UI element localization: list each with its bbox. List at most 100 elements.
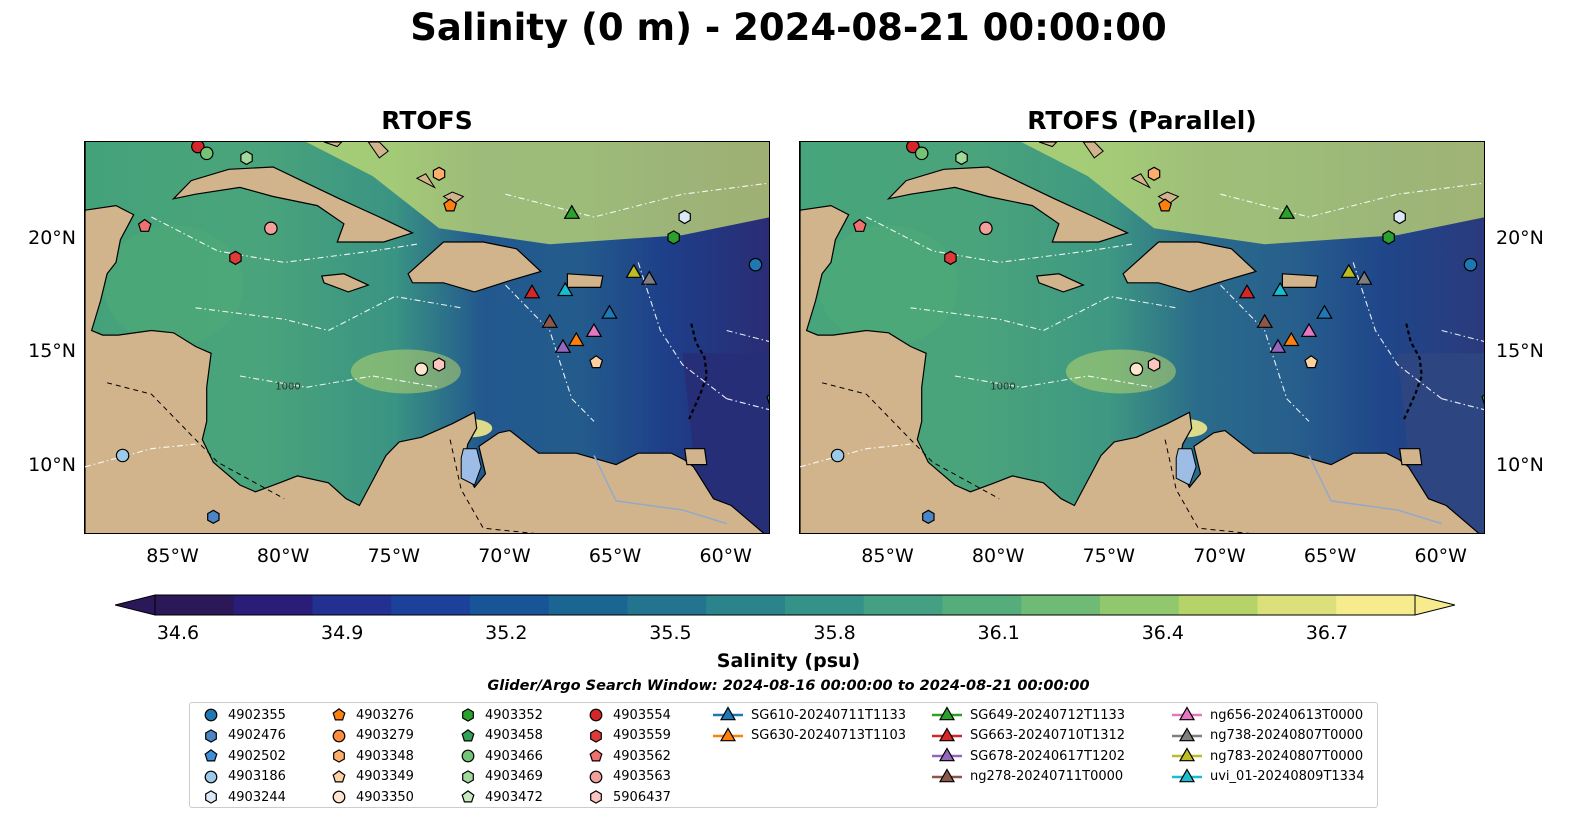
legend-marker xyxy=(205,790,217,805)
obs-marker-SG678-20240617T1202 xyxy=(554,338,572,353)
legend-marker xyxy=(938,768,956,783)
legend-label: 4902476 xyxy=(228,728,286,744)
legend-marker xyxy=(461,728,475,742)
panel-title-rtofs: RTOFS xyxy=(381,106,473,135)
colorbar-extend-high xyxy=(1414,594,1455,616)
obs-marker-ng656-20240613T0000 xyxy=(585,322,603,337)
legend-entry-4903466: 4903466 xyxy=(457,746,543,766)
legend-entry-4903562: 4903562 xyxy=(585,746,671,766)
land-trinidad xyxy=(684,448,708,466)
lake-maracaibo xyxy=(460,448,482,486)
colorbar-band xyxy=(1100,595,1180,615)
legend-marker xyxy=(719,706,737,721)
legend-entry-4902476: 4902476 xyxy=(200,726,286,746)
land-cuba xyxy=(886,166,1130,243)
salinity-eddy xyxy=(350,349,461,394)
land-bahamas-1 xyxy=(367,142,389,159)
obs-marker-4903458 xyxy=(1481,394,1484,405)
legend-label: 4903559 xyxy=(613,728,671,744)
obs-marker-4903352 xyxy=(667,230,680,245)
hexagon-marker-icon xyxy=(462,708,474,722)
obs-marker-4902476 xyxy=(922,509,935,524)
eez-boundary-0 xyxy=(151,216,417,263)
river xyxy=(1308,455,1442,525)
triangle-marker-icon xyxy=(932,768,962,783)
lat-tick-label-right: 10°N xyxy=(1496,453,1544,476)
circle-marker-icon xyxy=(589,770,603,784)
legend-label: 4902355 xyxy=(228,707,286,723)
legend-entry-SG678-20240617T1202: SG678-20240617T1202 xyxy=(930,746,1125,766)
obs-marker-5906437 xyxy=(1147,357,1161,372)
map-panel-rtofs[interactable]: 1000 xyxy=(84,141,770,534)
land-puerto-rico xyxy=(1281,273,1319,288)
lesser-antilles xyxy=(688,323,708,420)
legend-entry-SG663-20240710T1312: SG663-20240710T1312 xyxy=(930,726,1125,746)
land-mainland xyxy=(800,142,1480,533)
legend-label: ng656-20240613T0000 xyxy=(1210,707,1364,723)
land-hispaniola xyxy=(1122,241,1258,293)
circle-marker-icon xyxy=(589,708,603,722)
legend-marker xyxy=(1178,768,1196,783)
figure-title: Salinity (0 m) - 2024-08-21 00:00:00 xyxy=(410,6,1167,49)
obs-marker-4903276 xyxy=(443,198,458,212)
legend-marker xyxy=(204,749,218,762)
lat-tick-label-right: 15°N xyxy=(1496,340,1544,363)
land-trinidad xyxy=(1399,448,1423,466)
circle-marker-icon xyxy=(461,749,475,763)
lon-tick-label: 80°W xyxy=(256,545,310,567)
legend-entry-4903349: 4903349 xyxy=(328,767,414,787)
colorbar-band xyxy=(1021,595,1101,615)
hexagon-marker-icon xyxy=(205,790,217,805)
circle-marker-icon xyxy=(204,708,218,722)
obs-marker-4903350 xyxy=(1129,362,1144,376)
salinity-colorbar xyxy=(115,594,1455,616)
lat-tick-label-right: 20°N xyxy=(1496,226,1544,249)
map-panel-rtofs-parallel[interactable]: 1000 xyxy=(799,141,1485,534)
panel-title-rtofs-parallel: RTOFS (Parallel) xyxy=(1027,106,1257,135)
obs-marker-SG610-20240711T1133 xyxy=(601,304,618,319)
legend-label: 4903562 xyxy=(613,748,671,764)
legend-label: 4903458 xyxy=(485,728,543,744)
obs-marker-ng656-20240613T0000 xyxy=(1300,322,1318,337)
legend-entry-4903244: 4903244 xyxy=(200,787,286,807)
triangle-marker-icon xyxy=(932,706,962,721)
obs-marker-4903244 xyxy=(678,209,691,225)
legend-marker xyxy=(204,708,218,722)
legend-marker xyxy=(938,747,956,762)
legend-label: 4903244 xyxy=(228,789,286,805)
legend-marker xyxy=(461,749,475,763)
eez-boundary-5 xyxy=(1220,182,1484,218)
eez-boundary-1 xyxy=(910,295,1177,332)
hexagon-marker-icon xyxy=(205,728,217,743)
triangle-marker-icon xyxy=(1172,747,1202,762)
legend-entry-4902355: 4902355 xyxy=(200,705,286,725)
western-basin xyxy=(818,225,959,346)
land-bahamas-2 xyxy=(415,173,437,189)
circle-marker-icon xyxy=(204,770,218,784)
obs-marker-uvi_01-20240809T1334 xyxy=(556,281,574,297)
obs-marker-4903348 xyxy=(1147,166,1161,181)
border-line xyxy=(821,382,1000,500)
legend-label: 4903469 xyxy=(485,769,543,785)
legend-marker xyxy=(938,706,956,721)
legend-entry-4903276: 4903276 xyxy=(328,705,414,725)
legend-label: 5906437 xyxy=(613,789,671,805)
legend-label: SG649-20240712T1133 xyxy=(970,707,1126,723)
obs-marker-4903563 xyxy=(264,221,278,236)
legend-label: 4903276 xyxy=(356,707,414,723)
legend-marker xyxy=(332,729,346,742)
legend-label: ng738-20240807T0000 xyxy=(1210,728,1364,744)
obs-marker-ng783-20240807T0000 xyxy=(1340,263,1358,278)
legend-marker xyxy=(589,708,603,722)
legend-label: 4903186 xyxy=(228,769,286,785)
obs-marker-4903562 xyxy=(852,218,867,232)
river xyxy=(593,455,727,525)
triangle-marker-icon xyxy=(713,706,743,721)
obs-marker-4902355 xyxy=(1463,257,1478,272)
legend-label: 4903349 xyxy=(356,769,414,785)
legend-label: 4903466 xyxy=(485,748,543,764)
obs-marker-4903469 xyxy=(955,150,968,166)
legend-label: SG678-20240617T1202 xyxy=(970,748,1126,764)
salinity-eddy xyxy=(1065,349,1176,394)
eez-boundary-6 xyxy=(726,329,769,342)
